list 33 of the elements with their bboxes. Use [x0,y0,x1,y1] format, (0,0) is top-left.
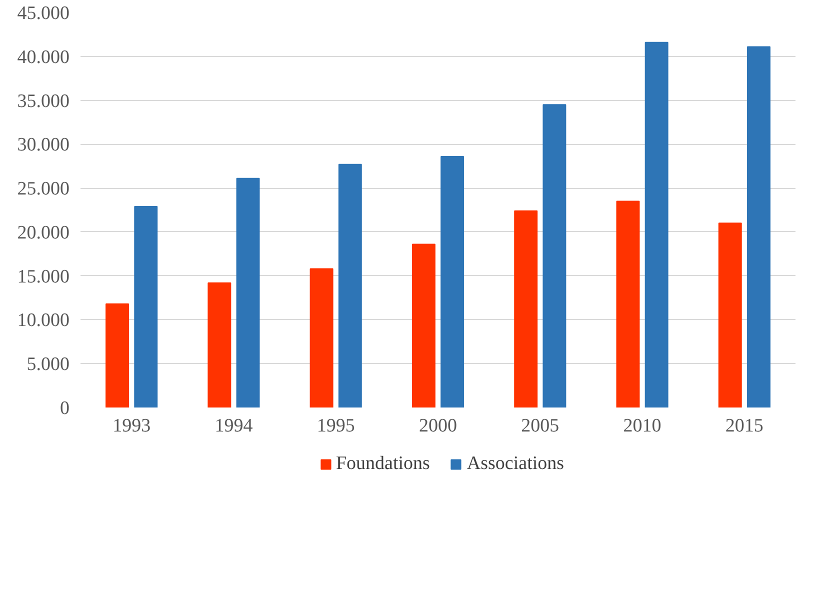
bar [616,200,640,408]
bar [644,42,668,408]
x-tick-label: 1993 [112,416,151,436]
bar [236,178,260,408]
bar [310,268,334,408]
bar [338,164,362,408]
x-tick-label: 2010 [623,416,662,436]
legend-label: Foundations [336,453,430,475]
bar [542,104,566,408]
bar [718,222,742,408]
y-tick-label: 40.000 [17,46,70,68]
y-tick-label: 25.000 [17,178,70,200]
y-tick-label: 15.000 [17,266,70,288]
bar [134,206,158,408]
bar [746,46,770,408]
y-tick-label: 30.000 [17,134,70,156]
y-tick-label: 45.000 [17,3,70,24]
x-tick-label: 1994 [214,416,254,436]
legend-label: Associations [466,453,564,475]
y-tick-label: 20.000 [17,222,70,244]
bar [440,156,464,408]
y-tick-label: 5.000 [26,354,70,376]
x-tick-label: 2000 [419,416,457,436]
x-tick-label: 2005 [521,416,560,436]
x-tick-label: 1995 [316,416,355,436]
y-tick-label: 35.000 [17,90,70,112]
y-tick-label: 0 [60,398,70,419]
y-tick-label: 10.000 [17,310,70,332]
bar [514,210,538,408]
bar [106,303,130,408]
bar [412,244,436,408]
x-tick-label: 2015 [725,416,764,436]
bar [208,282,232,408]
